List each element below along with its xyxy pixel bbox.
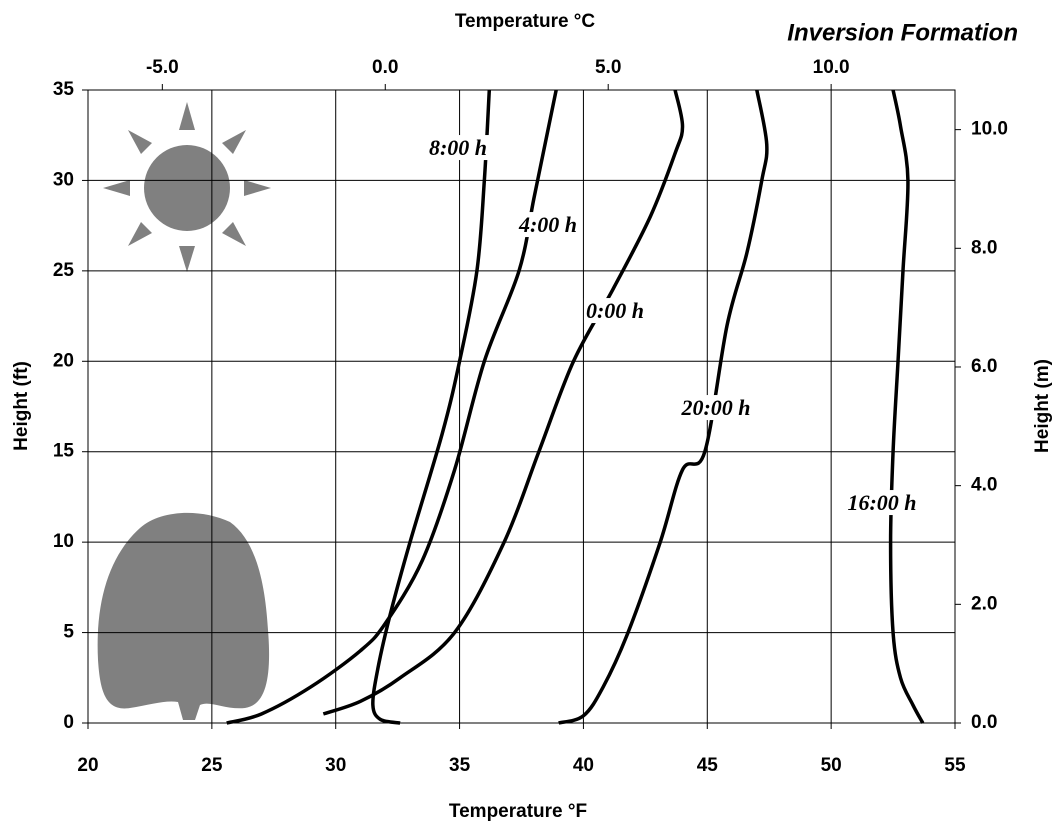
chart-title: Inversion Formation (787, 19, 1018, 46)
y-tick-label: 15 (53, 441, 75, 462)
series-label: 4:00 h (518, 212, 577, 237)
x-tick-label: 30 (325, 755, 346, 776)
series-label: 16:00 h (847, 490, 916, 515)
series-line (558, 89, 769, 725)
x-tick-label: 20 (77, 755, 98, 776)
x2-tick-label: 5.0 (595, 57, 621, 78)
y2-tick-label: 4.0 (971, 475, 997, 496)
y2-tick-label: 8.0 (971, 237, 997, 258)
series-label-bg (515, 212, 580, 238)
series-line (322, 89, 685, 716)
y-tick-label: 10 (53, 531, 74, 552)
y2-tick-label: 10.0 (971, 119, 1008, 140)
y2-axis-title: Height (m) (1032, 359, 1053, 453)
y-tick-label: 20 (53, 350, 74, 371)
series-line (371, 89, 492, 725)
y2-tick-label: 2.0 (971, 593, 997, 614)
y2-tick-label: 6.0 (971, 356, 997, 377)
y-axis-title: Height (ft) (11, 361, 32, 451)
series-label: 8:00 h (429, 135, 487, 160)
y-tick-label: 30 (53, 169, 74, 190)
x-tick-label: 35 (449, 755, 471, 776)
y-tick-label: 35 (53, 79, 75, 100)
x2-tick-label: 0.0 (372, 57, 398, 78)
y-tick-label: 0 (63, 712, 74, 733)
series-line (226, 89, 558, 725)
x-tick-label: 25 (201, 755, 223, 776)
series-line (888, 89, 925, 724)
x-tick-label: 45 (697, 755, 719, 776)
x-axis-title: Temperature °F (449, 801, 587, 822)
sun-icon (103, 102, 271, 272)
y2-tick-label: 0.0 (971, 712, 997, 733)
x2-tick-label: -5.0 (146, 57, 179, 78)
x-tick-label: 40 (573, 755, 594, 776)
series-label: 20:00 h (680, 395, 750, 420)
y-tick-label: 25 (53, 260, 75, 281)
series-label-bg (845, 490, 919, 516)
top-axis-title: Temperature °C (455, 11, 596, 32)
ground-icon (97, 512, 270, 720)
series-label: 0:00 h (586, 298, 644, 323)
series-label-bg (583, 298, 647, 324)
x-tick-label: 55 (944, 755, 966, 776)
series-label-bg (678, 395, 753, 421)
x-tick-label: 50 (821, 755, 842, 776)
x2-tick-label: 10.0 (813, 57, 850, 78)
series-label-bg (426, 135, 490, 161)
plot-frame (87, 89, 956, 724)
y-tick-label: 5 (63, 622, 74, 643)
